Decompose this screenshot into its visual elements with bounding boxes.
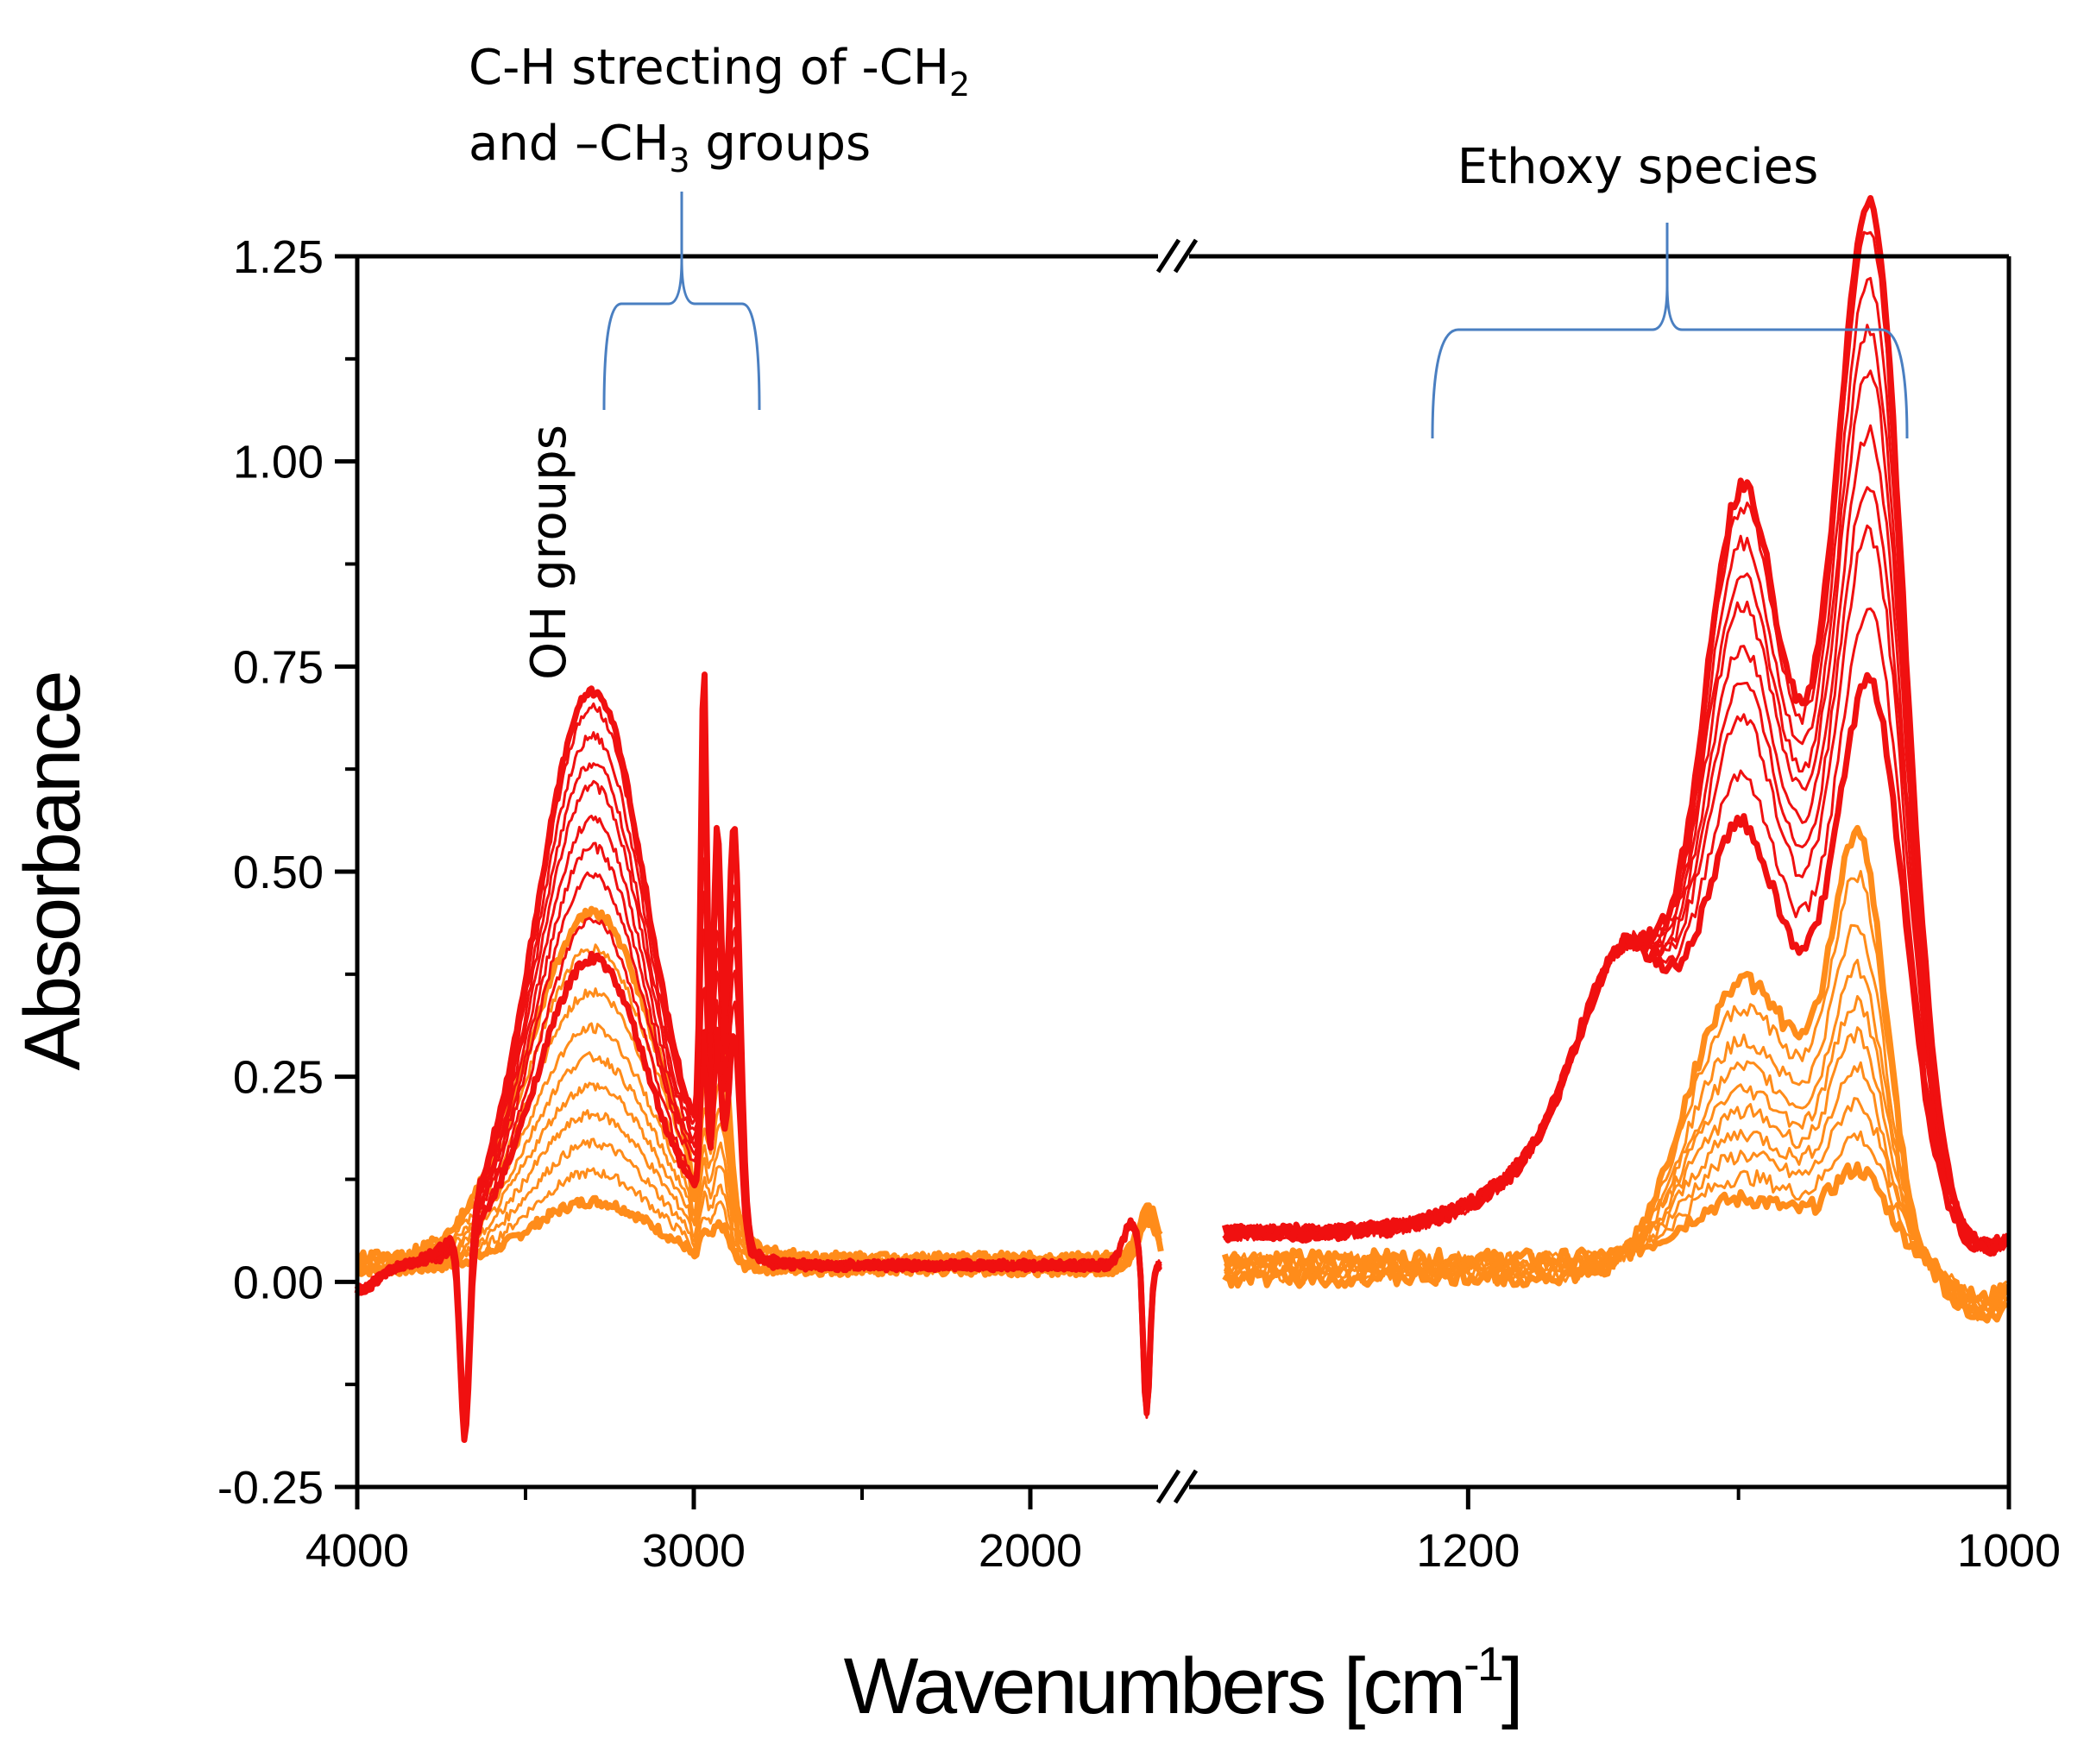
x-axis-title-close: ] (1501, 1642, 1521, 1730)
break-mark-bottom-2 (1173, 1469, 1199, 1504)
y-axis-title: Absorbance (9, 673, 97, 1071)
x-axis-title-main: Wavenumbers [cm (844, 1642, 1464, 1730)
y-tick-label: 1.00 (233, 437, 324, 488)
ch-annotation-line1: C-H strecting of -CH2 (469, 40, 970, 104)
ch-annotation-line1-sub: 2 (949, 66, 970, 104)
ticks (335, 254, 2011, 1509)
red-series-left (356, 779, 1161, 1421)
ethoxy-bracket (1431, 223, 1909, 439)
y-tick-label: -0.25 (217, 1462, 324, 1514)
oh-annotation: OH groups (521, 425, 577, 680)
orange-series-right (1222, 824, 2009, 1324)
axes-frame (355, 254, 2011, 1490)
ch-annotation-line2: and –CH3 groups (469, 116, 871, 180)
red-series-left (356, 917, 1162, 1433)
x-tick-label: 3000 (642, 1525, 746, 1577)
y-tick-label: 1.25 (233, 231, 324, 283)
red-series-right (1224, 607, 2008, 1255)
red-series-left (356, 762, 1162, 1426)
ch-annotation-line1-text: C-H strecting of -CH (469, 40, 949, 96)
ch-annotation-line2-text-b: groups (690, 116, 872, 172)
x-tick-label: 2000 (979, 1525, 1082, 1577)
y-tick-label: 0.50 (233, 847, 324, 898)
y-tick-label: 0.75 (233, 641, 324, 693)
red-series-left (356, 696, 1162, 1414)
break-mark-top-1 (1155, 238, 1181, 274)
x-tick-label: 1000 (1957, 1525, 2061, 1577)
red-series-left (356, 841, 1162, 1429)
x-axis-title-sup: -1 (1464, 1636, 1502, 1691)
red-series-left (356, 815, 1162, 1423)
ch-bracket (602, 192, 761, 411)
break-mark-bottom-1 (1155, 1469, 1181, 1504)
red-series-right (1223, 486, 2008, 1252)
ch-annotation-line2-text-a: and –CH (469, 116, 669, 172)
ethoxy-annotation: Ethoxy species (1457, 139, 1819, 195)
red-series-left (356, 731, 1162, 1421)
tick-labels: -0.25 0.00 0.25 0.50 0.75 1.00 1.25 4000 3000 200… (217, 231, 2061, 1577)
red-series-left (354, 671, 1162, 1422)
x-tick-label: 1200 (1416, 1525, 1520, 1577)
red-series-left (356, 871, 1162, 1430)
x-tick-label: 4000 (305, 1525, 409, 1577)
break-mark-top-2 (1173, 238, 1199, 274)
axis-break-marks (1155, 238, 1199, 1504)
y-tick-label: 0.00 (233, 1257, 324, 1308)
red-series-right (1222, 195, 2008, 1257)
x-axis-title: Wavenumbers [cm-1] (844, 1636, 1521, 1730)
y-tick-label: 0.25 (233, 1052, 324, 1104)
ch-annotation-line2-sub: 3 (669, 142, 689, 180)
